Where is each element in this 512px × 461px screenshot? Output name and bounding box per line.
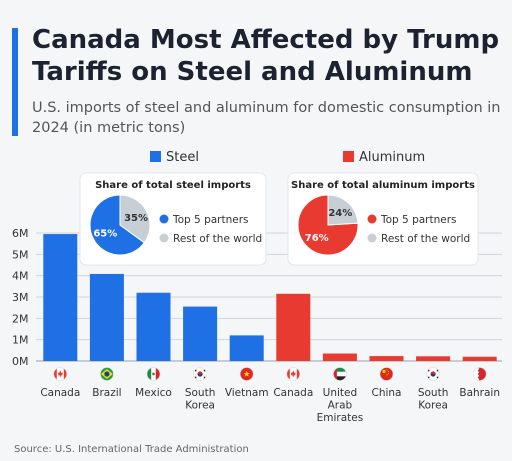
- bar-aluminum: [369, 356, 404, 361]
- category-label: Canada: [273, 387, 313, 399]
- title-accent-bar: [12, 28, 18, 136]
- category-label: United Arab Emirates: [317, 387, 364, 424]
- category-labels: Canada Brazil Mexico South Korea Vietnam Canad…: [40, 367, 500, 424]
- bar-steel: [183, 306, 218, 361]
- category-label: Canada: [40, 387, 80, 399]
- pie-value-label: 65%: [93, 228, 117, 239]
- pie-legend-dot: [367, 233, 377, 243]
- canada-flag-icon: [53, 367, 68, 381]
- bahrain-flag-icon: [472, 367, 487, 381]
- y-tick-label: 3M: [12, 291, 29, 304]
- bar-aluminum: [416, 356, 451, 361]
- legend-label-steel: Steel: [166, 150, 199, 165]
- y-tick-label: 6M: [12, 227, 29, 240]
- bar-steel: [43, 234, 78, 361]
- legend-swatch-steel: [150, 151, 161, 162]
- mexico-flag-icon: [146, 367, 161, 381]
- category-label: South Korea: [185, 387, 216, 412]
- pie-inset-steel: Share of total steel imports 65% 35% Top 5 …: [79, 172, 267, 266]
- brazil-flag-icon: [100, 367, 114, 381]
- chart-title: Canada Most Affected by Trump Tariffs on…: [32, 25, 500, 87]
- pie-legend-label: Rest of the world: [173, 233, 262, 245]
- pie-title: Share of total aluminum imports: [291, 180, 475, 191]
- category-label: Brazil: [92, 387, 121, 399]
- china-flag-icon: [379, 367, 394, 381]
- pie-legend-label: Rest of the world: [381, 233, 470, 245]
- category-label: Mexico: [135, 387, 172, 399]
- pie-value-label: 76%: [305, 233, 329, 244]
- chart-subtitle: U.S. imports of steel and aluminum for d…: [32, 100, 501, 136]
- pie-title: Share of total steel imports: [95, 180, 251, 191]
- pie-legend-label: Top 5 partners: [380, 214, 457, 226]
- y-tick-label: 0M: [12, 355, 29, 368]
- pie-value-label: 35%: [124, 213, 148, 224]
- pie-slice: [119, 194, 151, 244]
- pie-legend-label: Top 5 partners: [172, 214, 249, 226]
- legend: Steel Aluminum: [150, 150, 425, 165]
- y-tick-label: 5M: [12, 248, 29, 261]
- pie-slice: [89, 194, 145, 256]
- pie-slice: [327, 194, 359, 226]
- category-label: Vietnam: [225, 387, 269, 399]
- bars: [43, 234, 497, 361]
- category-label: China: [372, 387, 402, 399]
- bar-aluminum: [322, 353, 357, 361]
- bar-steel: [89, 273, 124, 361]
- pie-value-label: 24%: [328, 208, 352, 219]
- pie-legend-dot: [159, 233, 169, 243]
- pie-legend-dot: [159, 214, 169, 224]
- pie-insets: Share of total steel imports 65% 35% Top 5 …: [79, 172, 479, 266]
- bar-aluminum: [462, 356, 497, 361]
- canada-flag-icon: [286, 367, 301, 381]
- y-tick-label: 2M: [12, 312, 29, 325]
- category-label: Bahrain: [459, 387, 500, 399]
- vietnam-flag-icon: [239, 367, 254, 381]
- category-label: South Korea: [418, 387, 449, 412]
- bar-aluminum: [276, 293, 311, 361]
- y-tick-label: 4M: [12, 270, 29, 283]
- legend-swatch-aluminum: [343, 151, 354, 162]
- pie-inset-aluminum: Share of total aluminum imports 76% 24% Top…: [287, 172, 479, 266]
- source-note: Source: U.S. International Trade Adminis…: [14, 444, 249, 455]
- uae-flag-icon: [333, 367, 347, 381]
- south-korea-flag-icon: [426, 367, 440, 381]
- legend-label-aluminum: Aluminum: [359, 150, 425, 165]
- bar-steel: [136, 292, 171, 361]
- pie-legend-dot: [367, 214, 377, 224]
- bar-steel: [229, 335, 264, 361]
- y-tick-label: 1M: [12, 334, 29, 347]
- south-korea-flag-icon: [193, 367, 207, 381]
